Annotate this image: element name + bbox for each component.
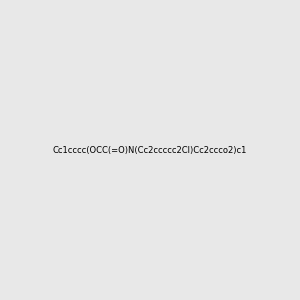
Text: Cc1cccc(OCC(=O)N(Cc2ccccc2Cl)Cc2ccco2)c1: Cc1cccc(OCC(=O)N(Cc2ccccc2Cl)Cc2ccco2)c1 bbox=[53, 146, 247, 154]
